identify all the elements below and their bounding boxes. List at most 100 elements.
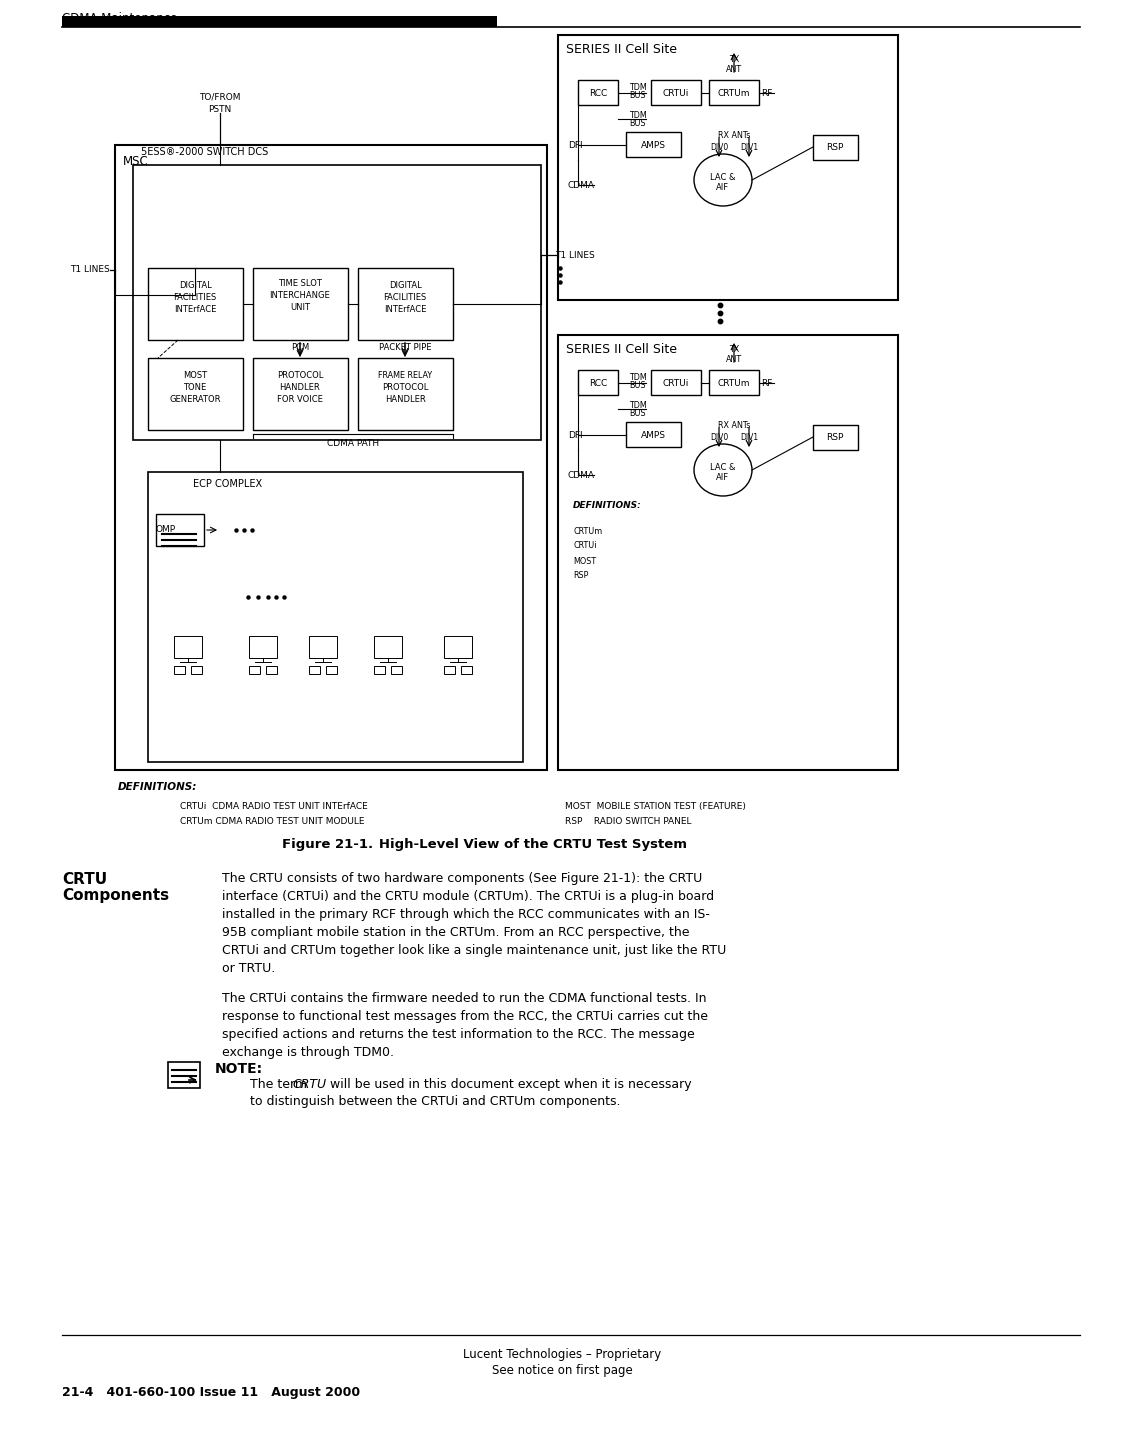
Text: PCM: PCM (291, 343, 309, 353)
Text: NOTE:: NOTE: (215, 1062, 263, 1075)
Text: Components: Components (62, 888, 169, 902)
Text: TDM: TDM (629, 400, 647, 409)
Text: CDMA: CDMA (568, 180, 595, 190)
Bar (309, 636, 337, 658)
Text: CRTUm: CRTUm (573, 528, 602, 536)
Text: CRTU: CRTU (292, 1078, 326, 1091)
Bar (326, 666, 338, 674)
Text: RF: RF (762, 379, 773, 388)
Text: FRAME RELAY: FRAME RELAY (378, 372, 432, 380)
Text: ANT: ANT (726, 64, 742, 73)
Bar (626, 132, 681, 157)
Text: TIME SLOT: TIME SLOT (278, 279, 322, 289)
Text: RCC: RCC (588, 379, 608, 388)
Text: UNIT: UNIT (290, 303, 310, 313)
Bar (249, 636, 277, 658)
Text: LAC &: LAC & (710, 173, 736, 182)
Text: CDMA PATH: CDMA PATH (327, 439, 379, 449)
Text: AIF: AIF (717, 183, 730, 193)
Text: BUS: BUS (630, 90, 646, 100)
Bar (266, 666, 277, 674)
Text: The CRTU consists of two hardware components (See Figure 21-1): the CRTU
interfa: The CRTU consists of two hardware compon… (222, 872, 727, 975)
Text: CRTUi  CDMA RADIO TEST UNIT INTErfACE: CRTUi CDMA RADIO TEST UNIT INTErfACE (180, 802, 368, 811)
Text: FACILITIES: FACILITIES (384, 293, 426, 303)
Text: TDM: TDM (629, 372, 647, 382)
Bar (578, 370, 618, 395)
Text: TDM: TDM (629, 110, 647, 120)
Text: INTErfACE: INTErfACE (173, 306, 216, 315)
Bar (253, 358, 348, 430)
Text: DIGITAL: DIGITAL (179, 282, 212, 290)
Text: MOST: MOST (183, 372, 207, 380)
Text: AIF: AIF (717, 473, 730, 482)
Text: AMPS: AMPS (640, 430, 666, 439)
Text: See notice on first page: See notice on first page (492, 1364, 632, 1377)
Text: DIV0: DIV0 (710, 432, 728, 442)
Text: RX ANTs: RX ANTs (718, 130, 750, 140)
Text: PACKET PIPE: PACKET PIPE (379, 343, 431, 353)
Text: RCC: RCC (588, 89, 608, 97)
Text: Figure 21-1.: Figure 21-1. (282, 838, 374, 851)
Bar (191, 666, 202, 674)
Bar (578, 80, 618, 104)
Text: HANDLER: HANDLER (385, 396, 425, 405)
Text: CDMA: CDMA (568, 470, 595, 479)
Text: LAC &: LAC & (710, 462, 736, 472)
Bar (253, 267, 348, 340)
Text: RSP: RSP (573, 571, 588, 581)
Text: GENERATOR: GENERATOR (169, 396, 220, 405)
Text: CRTUm CDMA RADIO TEST UNIT MODULE: CRTUm CDMA RADIO TEST UNIT MODULE (180, 817, 364, 827)
Text: The CRTUi contains the firmware needed to run the CDMA functional tests. In
resp: The CRTUi contains the firmware needed t… (222, 992, 708, 1060)
Text: T1 LINES: T1 LINES (555, 250, 595, 259)
Text: 5ESS®-2000 SWITCH DCS: 5ESS®-2000 SWITCH DCS (141, 147, 268, 157)
Text: DEFINITIONS:: DEFINITIONS: (118, 782, 197, 792)
Bar (156, 513, 204, 546)
Bar (148, 358, 243, 430)
Text: DIV0: DIV0 (710, 143, 728, 152)
Text: will be used in this document except when it is necessary: will be used in this document except whe… (326, 1078, 692, 1091)
Text: INTERCHANGE: INTERCHANGE (270, 292, 331, 300)
Bar (651, 370, 701, 395)
Bar (813, 425, 858, 450)
Text: T1 LINES: T1 LINES (70, 266, 110, 275)
Text: Lucent Technologies – Proprietary: Lucent Technologies – Proprietary (462, 1348, 662, 1361)
Text: TDM: TDM (629, 83, 647, 92)
Bar (709, 370, 759, 395)
Text: BUS: BUS (630, 409, 646, 418)
Bar (249, 666, 260, 674)
Text: High-Level View of the CRTU Test System: High-Level View of the CRTU Test System (364, 838, 687, 851)
Text: PROTOCOL: PROTOCOL (381, 383, 429, 392)
Text: MOST  MOBILE STATION TEST (FEATURE): MOST MOBILE STATION TEST (FEATURE) (565, 802, 746, 811)
Bar (461, 666, 472, 674)
Bar (444, 636, 472, 658)
Text: CRTUi: CRTUi (573, 541, 596, 551)
Text: BUS: BUS (630, 380, 646, 389)
Text: RX ANTs: RX ANTs (718, 420, 750, 429)
Text: CRTU: CRTU (62, 872, 107, 887)
Bar (558, 335, 898, 769)
Bar (709, 80, 759, 104)
Text: INTErfACE: INTErfACE (384, 306, 426, 315)
Text: DIV1: DIV1 (740, 432, 758, 442)
Bar (626, 422, 681, 448)
Text: PSTN: PSTN (208, 106, 232, 114)
Bar (148, 267, 243, 340)
Text: HANDLER: HANDLER (280, 383, 321, 392)
Bar (558, 34, 898, 300)
Bar (358, 267, 453, 340)
Bar (62, 16, 497, 27)
Text: to distinguish between the CRTUi and CRTUm components.: to distinguish between the CRTUi and CRT… (250, 1095, 621, 1108)
Text: RSP    RADIO SWITCH PANEL: RSP RADIO SWITCH PANEL (565, 817, 692, 827)
Bar (309, 666, 319, 674)
Text: RSP: RSP (826, 143, 844, 152)
Text: SERIES II Cell Site: SERIES II Cell Site (566, 343, 677, 356)
Bar (358, 358, 453, 430)
Text: TONE: TONE (183, 383, 207, 392)
Text: OMP: OMP (156, 525, 177, 535)
Bar (444, 666, 454, 674)
Text: TX: TX (729, 346, 739, 355)
Text: CRTUi: CRTUi (663, 379, 690, 388)
Text: BUS: BUS (630, 119, 646, 127)
Text: CRTUi: CRTUi (663, 89, 690, 97)
Text: ECP COMPLEX: ECP COMPLEX (193, 479, 262, 489)
